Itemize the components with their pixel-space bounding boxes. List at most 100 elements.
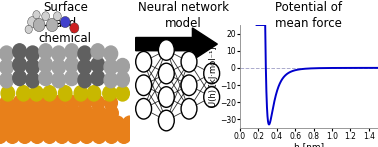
Circle shape (53, 12, 61, 21)
Circle shape (204, 87, 220, 107)
Circle shape (158, 110, 174, 131)
Circle shape (42, 12, 50, 21)
Circle shape (26, 46, 39, 61)
Circle shape (18, 106, 31, 121)
Circle shape (13, 57, 26, 72)
Circle shape (33, 11, 40, 19)
Circle shape (116, 86, 129, 101)
Circle shape (104, 59, 118, 75)
X-axis label: h [nm]: h [nm] (294, 142, 324, 147)
Circle shape (67, 127, 82, 143)
Circle shape (25, 25, 33, 34)
Circle shape (65, 57, 79, 72)
Circle shape (65, 70, 79, 86)
Circle shape (0, 106, 7, 121)
Circle shape (13, 96, 26, 110)
Circle shape (30, 106, 44, 121)
Circle shape (0, 46, 13, 61)
Circle shape (116, 59, 129, 74)
Circle shape (158, 40, 174, 60)
FancyArrow shape (136, 28, 217, 60)
Circle shape (78, 46, 91, 61)
Circle shape (39, 70, 53, 86)
Circle shape (136, 75, 152, 96)
Circle shape (33, 18, 45, 32)
Circle shape (0, 59, 13, 75)
Circle shape (116, 72, 129, 87)
Circle shape (91, 70, 105, 86)
Circle shape (80, 106, 93, 121)
Circle shape (30, 127, 44, 143)
Circle shape (5, 127, 20, 143)
Circle shape (55, 106, 69, 121)
Circle shape (39, 96, 52, 110)
Circle shape (122, 116, 137, 132)
Circle shape (65, 44, 79, 59)
Circle shape (11, 116, 25, 132)
Circle shape (136, 51, 152, 72)
Circle shape (46, 18, 58, 32)
Circle shape (104, 72, 118, 88)
Circle shape (104, 46, 118, 61)
Circle shape (91, 44, 105, 59)
Text: Potential of
mean force: Potential of mean force (274, 1, 342, 30)
Circle shape (181, 75, 197, 96)
Circle shape (0, 116, 13, 132)
Circle shape (78, 96, 91, 110)
Circle shape (26, 96, 39, 110)
Circle shape (103, 86, 116, 101)
Circle shape (110, 116, 124, 132)
Circle shape (92, 127, 106, 143)
Circle shape (92, 106, 106, 121)
Circle shape (105, 106, 118, 121)
Circle shape (42, 127, 57, 143)
Circle shape (204, 63, 220, 84)
Circle shape (6, 106, 19, 121)
Circle shape (117, 127, 131, 143)
Circle shape (0, 96, 13, 110)
Circle shape (60, 16, 70, 28)
Circle shape (158, 63, 174, 84)
Circle shape (28, 16, 37, 28)
Circle shape (26, 72, 39, 88)
Circle shape (17, 86, 30, 101)
Circle shape (181, 98, 197, 119)
Circle shape (52, 59, 65, 75)
Y-axis label: U(h) [kJ·mol⁻¹]: U(h) [kJ·mol⁻¹] (209, 46, 218, 107)
Circle shape (98, 116, 112, 132)
Circle shape (181, 51, 197, 72)
Circle shape (52, 96, 65, 110)
Circle shape (55, 127, 69, 143)
Circle shape (78, 72, 91, 88)
Text: Neural network
model: Neural network model (138, 1, 229, 30)
Circle shape (36, 116, 50, 132)
Circle shape (68, 106, 81, 121)
Text: Surface
and
chemical: Surface and chemical (39, 1, 92, 45)
Circle shape (52, 46, 65, 61)
Circle shape (91, 57, 105, 72)
Circle shape (48, 116, 63, 132)
Circle shape (78, 59, 91, 75)
Circle shape (158, 87, 174, 107)
Circle shape (39, 57, 53, 72)
Circle shape (74, 86, 88, 101)
Circle shape (39, 44, 53, 59)
Circle shape (60, 116, 75, 132)
Circle shape (26, 59, 39, 75)
Circle shape (104, 96, 117, 110)
Circle shape (43, 86, 56, 101)
Circle shape (13, 44, 26, 59)
Circle shape (104, 127, 119, 143)
Circle shape (0, 72, 13, 88)
Circle shape (13, 70, 26, 86)
Circle shape (30, 86, 43, 101)
Circle shape (59, 86, 72, 101)
Circle shape (70, 23, 79, 33)
Circle shape (73, 116, 87, 132)
Circle shape (85, 116, 100, 132)
Circle shape (136, 98, 152, 119)
Circle shape (91, 96, 104, 110)
Circle shape (79, 127, 94, 143)
Circle shape (65, 96, 78, 110)
Circle shape (52, 72, 65, 88)
